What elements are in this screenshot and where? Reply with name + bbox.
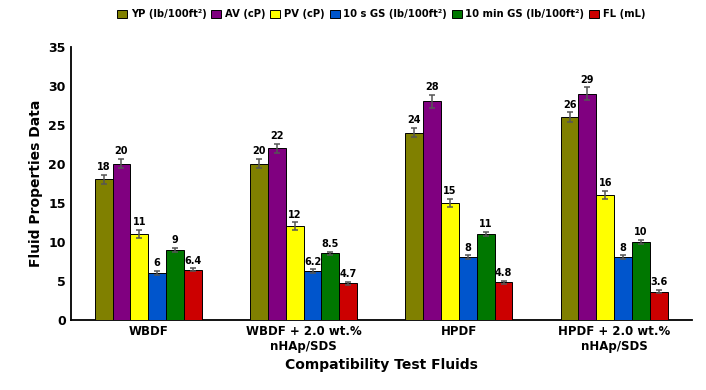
Text: 8: 8	[465, 243, 472, 253]
Bar	[184, 270, 202, 320]
Legend: YP (lb/100ft²), AV (cP), PV (cP), 10 s GS (lb/100ft²), 10 min GS (lb/100ft²), FL: YP (lb/100ft²), AV (cP), PV (cP), 10 s G…	[117, 9, 645, 20]
Bar	[477, 234, 495, 320]
Bar	[578, 94, 597, 320]
Text: 8.5: 8.5	[322, 239, 339, 249]
Text: 26: 26	[563, 99, 576, 110]
Bar	[561, 117, 578, 320]
Bar	[423, 101, 441, 320]
X-axis label: Compatibility Test Fluids: Compatibility Test Fluids	[285, 358, 478, 372]
Bar	[166, 250, 184, 320]
Text: 4.8: 4.8	[495, 268, 513, 278]
Text: 4.7: 4.7	[340, 269, 357, 279]
Bar	[495, 282, 513, 320]
Text: 3.6: 3.6	[650, 277, 667, 287]
Text: 28: 28	[425, 82, 439, 92]
Bar	[95, 179, 112, 320]
Bar	[112, 164, 131, 320]
Text: 18: 18	[97, 162, 110, 172]
Text: 15: 15	[443, 186, 457, 196]
Text: 20: 20	[252, 146, 265, 156]
Bar	[650, 292, 668, 320]
Text: 6.2: 6.2	[304, 257, 321, 267]
Text: 24: 24	[407, 115, 421, 125]
Text: 20: 20	[114, 146, 128, 156]
Text: 6: 6	[154, 258, 160, 268]
Bar	[632, 242, 650, 320]
Bar	[340, 283, 357, 320]
Bar	[250, 164, 268, 320]
Bar	[321, 254, 340, 320]
Bar	[268, 148, 286, 320]
Text: 29: 29	[580, 74, 594, 85]
Text: 11: 11	[479, 219, 493, 229]
Bar	[597, 195, 614, 320]
Text: 6.4: 6.4	[184, 255, 201, 266]
Bar	[131, 234, 148, 320]
Text: 12: 12	[288, 209, 301, 220]
Bar	[614, 257, 632, 320]
Text: 8: 8	[620, 243, 627, 253]
Y-axis label: Fluid Properties Data: Fluid Properties Data	[29, 99, 42, 267]
Text: 9: 9	[172, 235, 179, 245]
Text: 22: 22	[270, 131, 284, 141]
Bar	[148, 273, 166, 320]
Text: 10: 10	[634, 227, 648, 237]
Bar	[304, 271, 321, 320]
Text: 16: 16	[599, 178, 612, 188]
Bar	[459, 257, 477, 320]
Bar	[286, 226, 304, 320]
Text: 11: 11	[133, 217, 146, 227]
Bar	[405, 133, 423, 320]
Bar	[441, 203, 459, 320]
